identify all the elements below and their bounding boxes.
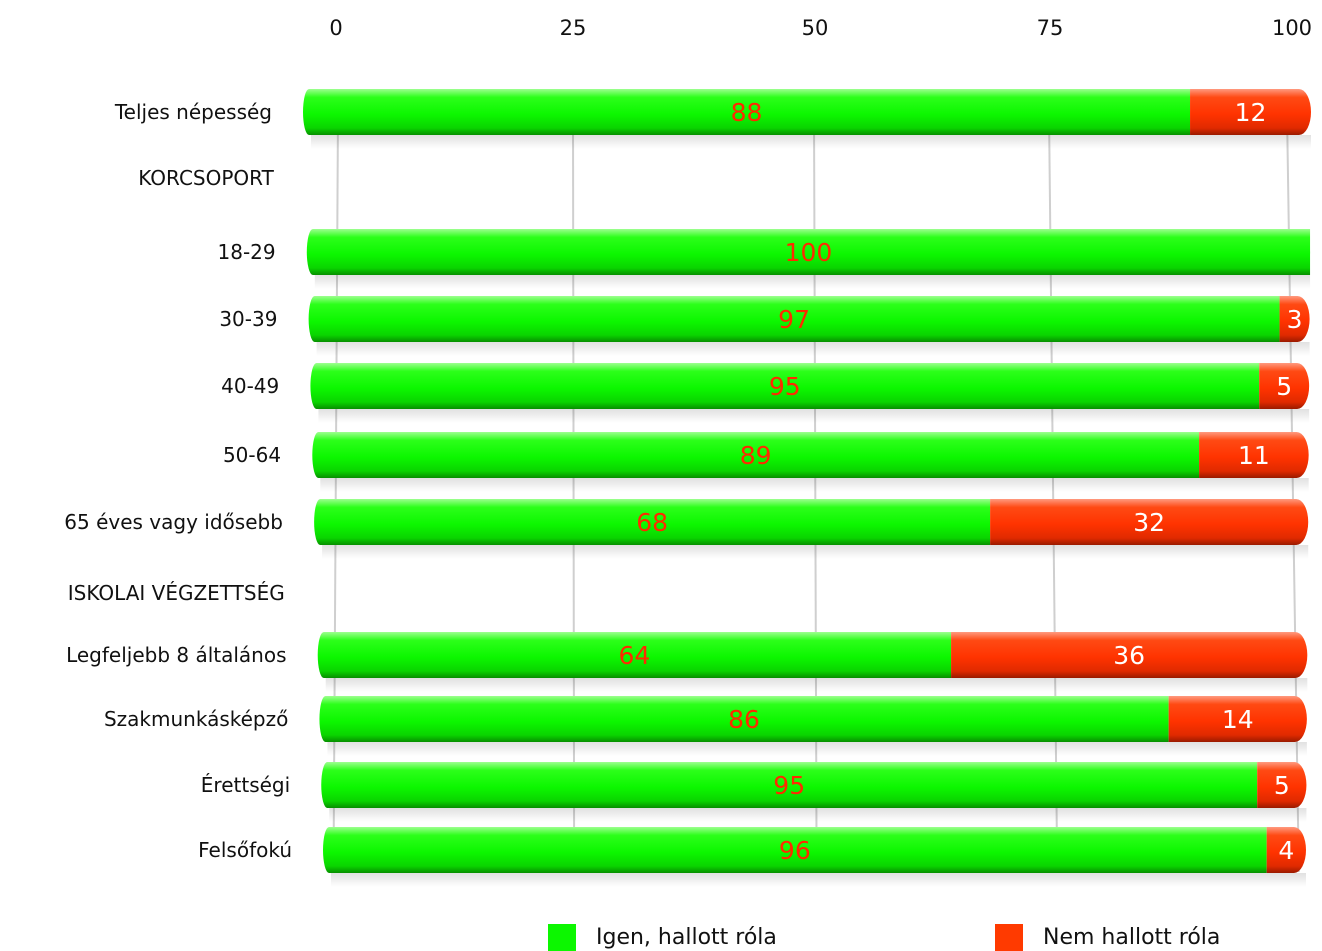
bar-shadow bbox=[329, 808, 1306, 822]
value-label-no: 32 bbox=[1133, 508, 1165, 537]
row-label: 50-64 bbox=[223, 443, 281, 467]
value-label-no: 11 bbox=[1238, 441, 1270, 470]
value-label-yes: 68 bbox=[636, 508, 668, 537]
row-label: Felsőfokú bbox=[198, 838, 292, 862]
row-label: Teljes népesség bbox=[114, 100, 272, 124]
value-label-yes: 95 bbox=[769, 372, 801, 401]
row-label: 30-39 bbox=[219, 307, 277, 331]
x-tick-label: 0 bbox=[329, 16, 342, 40]
row-label: 40-49 bbox=[221, 374, 279, 398]
legend-item-yes: Igen, hallott róla bbox=[548, 924, 777, 951]
x-tick-label: 50 bbox=[802, 16, 829, 40]
value-label-yes: 64 bbox=[618, 641, 650, 670]
legend-swatch-yes bbox=[548, 924, 576, 951]
bar-shadow bbox=[318, 409, 1309, 423]
legend-label-no: Nem hallott róla bbox=[1043, 925, 1220, 950]
row-label: Szakmunkásképző bbox=[104, 707, 288, 731]
row-label: Legfeljebb 8 általános bbox=[66, 643, 286, 667]
value-label-yes: 89 bbox=[740, 441, 772, 470]
legend-item-no: Nem hallott róla bbox=[995, 924, 1220, 951]
bar-shadow bbox=[311, 135, 1311, 149]
value-label-yes: 86 bbox=[728, 705, 760, 734]
value-label-no: 3 bbox=[1287, 305, 1303, 334]
bar-shadow bbox=[315, 275, 1310, 289]
value-label-yes: 100 bbox=[785, 238, 833, 267]
group-header: KORCSOPORT bbox=[138, 166, 274, 190]
bar-shadow bbox=[326, 678, 1308, 692]
bars: 88 12 100 97 3 95 5 89 11 68 32 64 36 86 14 95 5 96 4 bbox=[303, 89, 1311, 887]
value-label-no: 36 bbox=[1113, 641, 1145, 670]
row-label: 18-29 bbox=[218, 240, 276, 264]
value-label-no: 14 bbox=[1222, 705, 1254, 734]
legend-swatch-no bbox=[995, 924, 1023, 951]
row-label: 65 éves vagy idősebb bbox=[64, 510, 283, 534]
x-tick-label: 25 bbox=[560, 16, 587, 40]
value-label-yes: 88 bbox=[731, 98, 763, 127]
row-label: Érettségi bbox=[201, 773, 290, 797]
value-label-no: 4 bbox=[1278, 836, 1294, 865]
x-tick-label: 75 bbox=[1037, 16, 1064, 40]
value-label-yes: 96 bbox=[779, 836, 811, 865]
x-axis-ticks: 0 25 50 75 100 bbox=[329, 16, 1312, 40]
value-label-no: 12 bbox=[1235, 98, 1267, 127]
x-tick-label: 100 bbox=[1272, 16, 1312, 40]
bar-shadow bbox=[317, 342, 1310, 356]
legend-label-yes: Igen, hallott róla bbox=[596, 925, 777, 950]
bar-shadow bbox=[331, 873, 1306, 887]
bar-shadow bbox=[327, 742, 1306, 756]
row-labels: Teljes népesség KORCSOPORT 18-29 30-39 40-49… bbox=[64, 100, 292, 862]
group-header: ISKOLAI VÉGZETTSÉG bbox=[68, 581, 285, 605]
value-label-no: 5 bbox=[1276, 372, 1292, 401]
bar-shadow bbox=[322, 545, 1308, 559]
value-label-yes: 97 bbox=[778, 305, 810, 334]
value-label-no: 5 bbox=[1274, 771, 1290, 800]
bar-shadow bbox=[320, 478, 1308, 492]
value-label-yes: 95 bbox=[773, 771, 805, 800]
